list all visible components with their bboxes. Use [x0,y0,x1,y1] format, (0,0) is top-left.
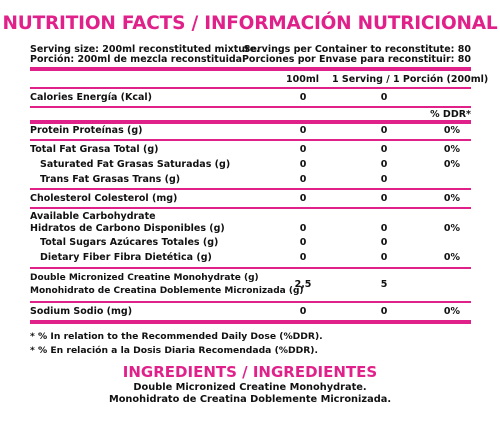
saturated-fat-serving: 0 [380,159,388,170]
calories-100ml: 0 [299,92,307,103]
fiber-label: Dietary Fiber Fibra Dietética (g) [40,252,212,263]
total-fat-100ml: 0 [299,144,307,155]
saturated-fat-ddr: 0% [443,159,461,170]
divider-thick [30,320,471,324]
divider [30,87,471,89]
divider [30,267,471,269]
carbs-100ml: 0 [299,223,307,234]
trans-fat-serving: 0 [380,174,388,185]
divider-thick [30,67,471,71]
total-fat-ddr: 0% [443,144,461,155]
sugars-label: Total Sugars Azúcares Totales (g) [40,237,219,248]
ingredients-title: INGREDIENTS / INGREDIENTES [122,363,378,381]
ingredients-line-en: Double Micronized Creatine Monohydrate. [133,382,367,393]
cholesterol-label: Cholesterol Colesterol (mg) [30,193,178,204]
fiber-serving: 0 [380,252,388,263]
cholesterol-100ml: 0 [299,193,307,204]
serving-size-en: Serving size: 200ml reconstituted mixtur… [30,44,260,55]
sodium-serving: 0 [380,306,388,317]
nutrition-title: NUTRITION FACTS / INFORMACIÓN NUTRICIONA… [2,13,498,34]
fiber-100ml: 0 [299,252,307,263]
protein-serving: 0 [380,125,388,136]
cholesterol-serving: 0 [380,193,388,204]
carbs-serving: 0 [380,223,388,234]
footnote-es: * % En relación a la Dosis Diaria Recome… [30,345,318,356]
protein-ddr: 0% [443,125,461,136]
trans-fat-label: Trans Fat Grasas Trans (g) [40,174,181,185]
servings-per-container-es: Porciones por Envase para reconstituir: … [241,54,471,65]
creatine-serving: 5 [380,279,388,290]
sodium-100ml: 0 [299,306,307,317]
calories-label: Calories Energía (Kcal) [30,92,153,103]
sodium-ddr: 0% [443,306,461,317]
total-fat-label: Total Fat Grasa Total (g) [30,144,159,155]
divider [30,207,471,209]
trans-fat-100ml: 0 [299,174,307,185]
servings-per-container-en: Servings per Container to reconstitute: … [243,44,471,55]
divider [30,301,471,303]
ingredients-line-es: Monohidrato de Creatina Doblemente Micro… [108,394,392,405]
carbs-ddr: 0% [443,223,461,234]
calories-serving: 0 [380,92,388,103]
saturated-fat-label: Saturated Fat Grasas Saturadas (g) [40,159,231,170]
creatine-100ml: 2,5 [294,279,312,290]
total-fat-serving: 0 [380,144,388,155]
protein-100ml: 0 [299,125,307,136]
column-header-serving: 1 Serving / 1 Porción (200ml) [332,74,489,85]
carbs-label-en: Available Carbohydrate [30,211,156,222]
column-header-100ml: 100ml [286,74,319,85]
fiber-ddr: 0% [443,252,461,263]
serving-size-es: Porción: 200ml de mezcla reconstituida. [30,54,246,65]
sugars-serving: 0 [380,237,388,248]
saturated-fat-100ml: 0 [299,159,307,170]
sugars-100ml: 0 [299,237,307,248]
creatine-label-en: Double Micronized Creatine Monohydrate (… [30,273,259,283]
creatine-label-es: Monohidrato de Creatina Doblemente Micro… [30,286,304,296]
cholesterol-ddr: 0% [443,193,461,204]
divider [30,188,471,190]
carbs-label-es: Hidratos de Carbono Disponibles (g) [30,223,225,234]
divider [30,139,471,141]
divider-thick [30,120,471,124]
column-header-ddr: % DDR* [430,109,471,120]
footnote-en: * % In relation to the Recommended Daily… [30,331,323,342]
divider [30,106,471,108]
sodium-label: Sodium Sodio (mg) [30,306,133,317]
protein-label: Protein Proteínas (g) [30,125,143,136]
